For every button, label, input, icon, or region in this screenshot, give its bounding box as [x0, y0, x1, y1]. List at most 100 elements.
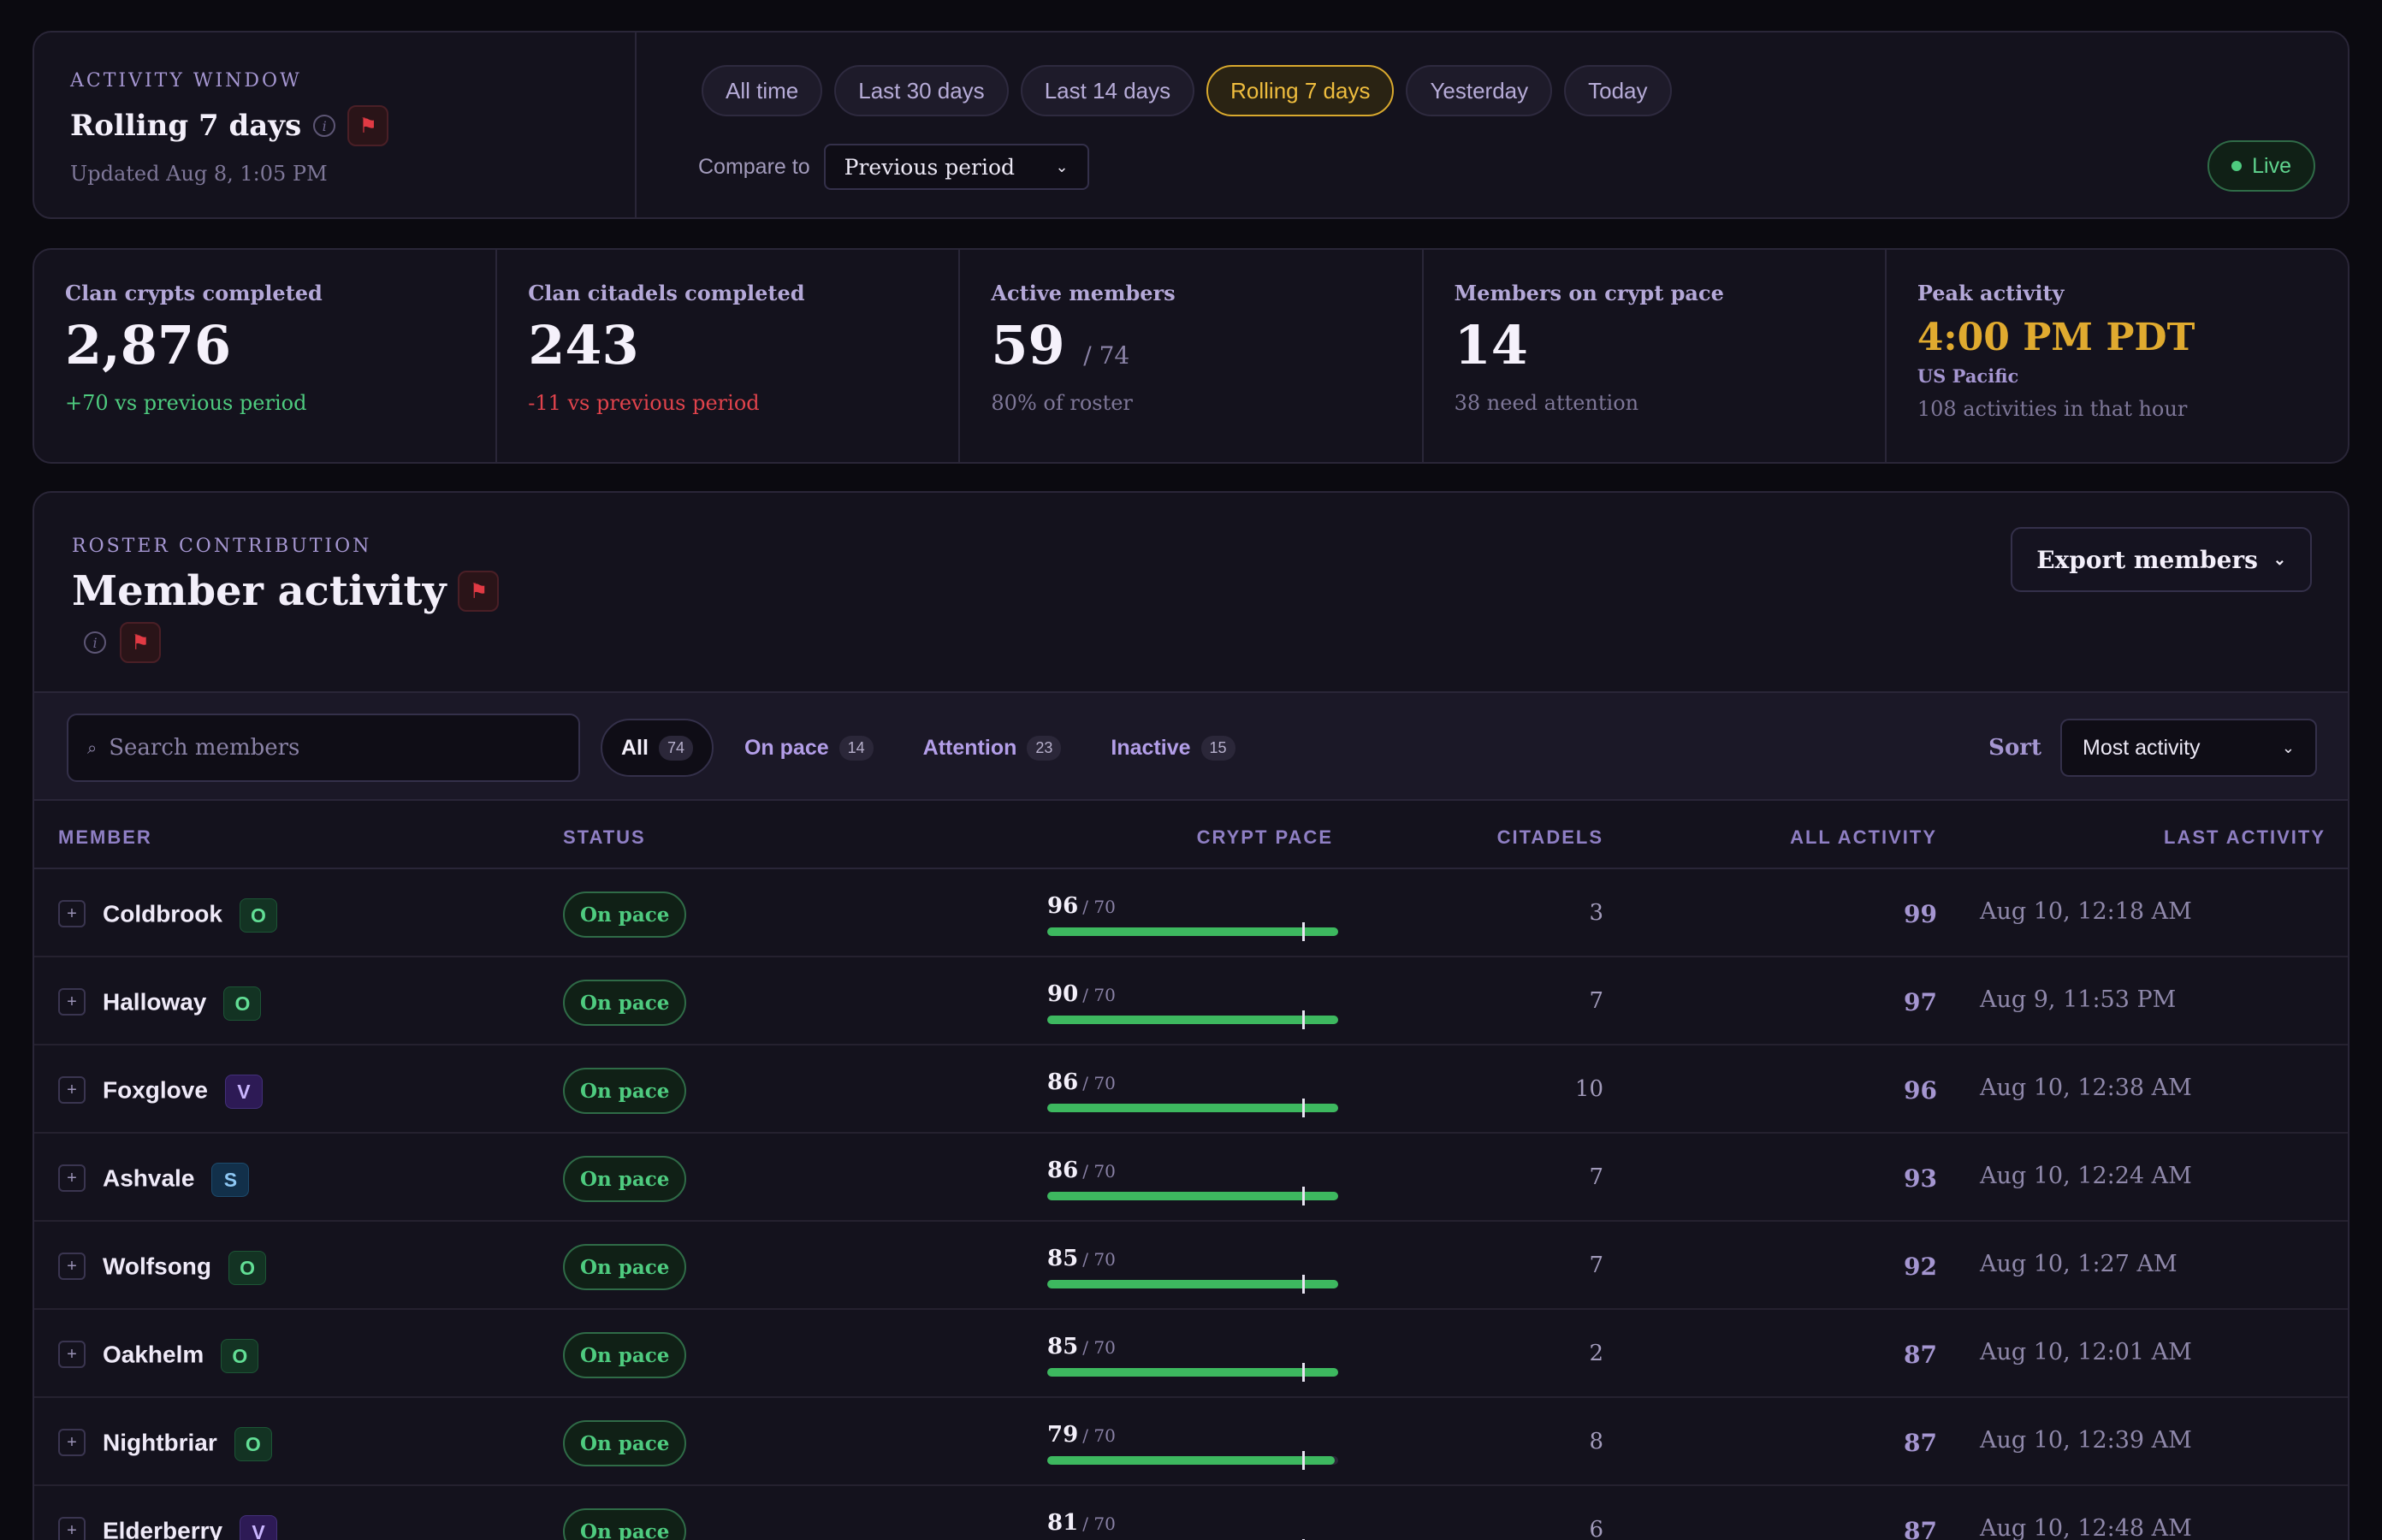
all-activity-cell: 87	[1904, 1517, 1937, 1540]
citadels-cell: 7	[1589, 988, 1603, 1014]
table-row[interactable]: + Elderberry V On pace 81 / 70 6 87 Aug 10, 12:…	[34, 1486, 2348, 1540]
live-badge[interactable]: Live	[2207, 140, 2315, 192]
member-name[interactable]: Oakhelm	[103, 1341, 204, 1368]
chevron-down-icon: ⌄	[1055, 157, 1069, 175]
kpi-label: Clan citadels completed	[528, 281, 805, 305]
expand-row-icon[interactable]: +	[58, 1076, 86, 1104]
member-table-body: + Coldbrook O On pace 96 / 70 3 99 Aug 10, 12:1…	[34, 869, 2348, 1540]
chip-count: 23	[1027, 735, 1062, 761]
live-label: Live	[2252, 153, 2291, 178]
class-badge: O	[221, 1339, 259, 1373]
crypt-pace-bar	[1047, 1363, 1338, 1382]
crypt-pace-fill	[1047, 1456, 1335, 1465]
expand-row-icon[interactable]: +	[58, 1253, 86, 1280]
column-member[interactable]: MEMBER	[58, 826, 152, 848]
member-name[interactable]: Ashvale	[103, 1164, 195, 1192]
member-name-cell: Oakhelm O	[103, 1339, 259, 1373]
crypt-pace-bar	[1047, 922, 1338, 941]
table-row[interactable]: + Coldbrook O On pace 96 / 70 3 99 Aug 10, 12:1…	[34, 869, 2348, 957]
range-tab-rolling-7-days[interactable]: Rolling 7 days	[1206, 65, 1395, 116]
crypt-pace-target: / 70	[1082, 1073, 1116, 1093]
class-badge: O	[223, 986, 262, 1021]
expand-row-icon[interactable]: +	[58, 1341, 86, 1368]
compare-select[interactable]: Previous period ⌄	[823, 144, 1089, 190]
column-status[interactable]: STATUS	[563, 826, 646, 848]
all-activity-cell: 93	[1904, 1164, 1937, 1193]
member-name[interactable]: Coldbrook	[103, 900, 222, 927]
kpi-value: 243	[528, 314, 639, 376]
chip-inactive[interactable]: Inactive 15	[1092, 719, 1253, 777]
member-name-cell: Coldbrook O	[103, 898, 277, 933]
member-name[interactable]: Wolfsong	[103, 1253, 212, 1280]
crypt-pace-cell: 85 / 70	[1047, 1334, 1338, 1382]
kpi-delta: +70 vs previous period	[65, 391, 307, 415]
range-tab-last-14-days[interactable]: Last 14 days	[1020, 65, 1195, 116]
column-all-activity[interactable]: ALL ACTIVITY	[1790, 826, 1937, 848]
column-citadels[interactable]: CITADELS	[1496, 826, 1603, 848]
all-activity-cell: 87	[1904, 1341, 1937, 1369]
expand-row-icon[interactable]: +	[58, 1429, 86, 1456]
chip-attention[interactable]: Attention 23	[904, 719, 1081, 777]
activity-window-eyebrow: ACTIVITY WINDOW	[70, 70, 302, 92]
flag-icon[interactable]: ⚑	[347, 105, 389, 146]
table-row[interactable]: + Halloway O On pace 90 / 70 7 97 Aug 9, 11:53 …	[34, 957, 2348, 1045]
search-input[interactable]: ⌕ Search members	[67, 714, 580, 782]
table-row[interactable]: + Ashvale S On pace 86 / 70 7 93 Aug 10, 12:24 …	[34, 1134, 2348, 1222]
table-row[interactable]: + Wolfsong O On pace 85 / 70 7 92 Aug 10, 1:27 …	[34, 1222, 2348, 1310]
expand-row-icon[interactable]: +	[58, 1517, 86, 1540]
kpi-label: Peak activity	[1917, 281, 2065, 305]
chip-on-pace[interactable]: On pace 14	[726, 719, 892, 777]
all-activity-cell: 99	[1904, 900, 1937, 928]
table-row[interactable]: + Oakhelm O On pace 85 / 70 2 87 Aug 10, 12:01 …	[34, 1310, 2348, 1398]
column-crypt-pace[interactable]: CRYPT PACE	[1196, 826, 1333, 848]
range-tab-last-30-days[interactable]: Last 30 days	[834, 65, 1009, 116]
range-tab-yesterday[interactable]: Yesterday	[1406, 65, 1553, 116]
search-icon: ⌕	[87, 737, 98, 758]
expand-row-icon[interactable]: +	[58, 1164, 86, 1192]
all-activity-cell: 97	[1904, 988, 1937, 1016]
range-tab-today[interactable]: Today	[1564, 65, 1672, 116]
class-badge: O	[240, 898, 277, 933]
member-name[interactable]: Foxglove	[103, 1076, 208, 1104]
range-tabs: All time Last 30 days Last 14 days Rolli…	[702, 65, 1672, 116]
info-icon[interactable]: i	[84, 631, 106, 654]
status-badge: On pace	[563, 1508, 687, 1540]
member-name-cell: Elderberry V	[103, 1515, 278, 1540]
crypt-pace-target: / 70	[1082, 1513, 1116, 1534]
search-placeholder: Search members	[109, 735, 300, 761]
live-dot-icon	[2231, 161, 2243, 171]
member-name-cell: Wolfsong O	[103, 1251, 267, 1285]
member-name[interactable]: Nightbriar	[103, 1429, 217, 1456]
column-last-activity[interactable]: LAST ACTIVITY	[2164, 826, 2326, 848]
crypt-pace-bar	[1047, 1099, 1338, 1117]
range-tab-all-time[interactable]: All time	[702, 65, 823, 116]
crypt-pace-target: / 70	[1082, 985, 1116, 1005]
status-filter-chips: All 74 On pace 14 Attention 23 Inactive …	[601, 719, 1254, 777]
crypt-pace-fill	[1047, 1104, 1338, 1112]
crypt-pace-target: / 70	[1082, 1161, 1116, 1182]
sort-label: Sort	[1988, 735, 2041, 761]
last-activity-cell: Aug 10, 12:48 AM	[1980, 1515, 2192, 1540]
crypt-pace-value: 81	[1047, 1510, 1079, 1536]
export-members-button[interactable]: Export members ⌄	[2011, 527, 2312, 592]
table-row[interactable]: + Nightbriar O On pace 79 / 70 8 87 Aug 10, 12:…	[34, 1398, 2348, 1486]
activity-window-title: Rolling 7 days	[70, 109, 302, 143]
member-name[interactable]: Halloway	[103, 988, 207, 1016]
info-icon[interactable]: i	[313, 115, 336, 137]
crypt-pace-target: / 70	[1082, 1425, 1116, 1446]
flag-icon[interactable]: ⚑	[458, 571, 500, 612]
table-row[interactable]: + Foxglove V On pace 86 / 70 10 96 Aug 10, 12:3…	[34, 1045, 2348, 1134]
expand-row-icon[interactable]: +	[58, 900, 86, 927]
member-name[interactable]: Elderberry	[103, 1517, 223, 1540]
crypt-pace-value: 85	[1047, 1246, 1079, 1271]
chip-all[interactable]: All 74	[601, 719, 714, 777]
flag-icon[interactable]: ⚑	[120, 622, 161, 663]
status-badge: On pace	[563, 1420, 687, 1466]
member-activity-panel: ROSTER CONTRIBUTION Member activity ⚑ i …	[33, 491, 2349, 1540]
sort-select[interactable]: Most activity ⌄	[2060, 719, 2317, 777]
last-activity-cell: Aug 10, 12:18 AM	[1980, 898, 2192, 925]
crypt-pace-target-marker	[1301, 1363, 1305, 1382]
expand-row-icon[interactable]: +	[58, 988, 86, 1016]
citadels-cell: 6	[1589, 1517, 1603, 1540]
last-activity-cell: Aug 10, 12:24 AM	[1980, 1163, 2192, 1189]
